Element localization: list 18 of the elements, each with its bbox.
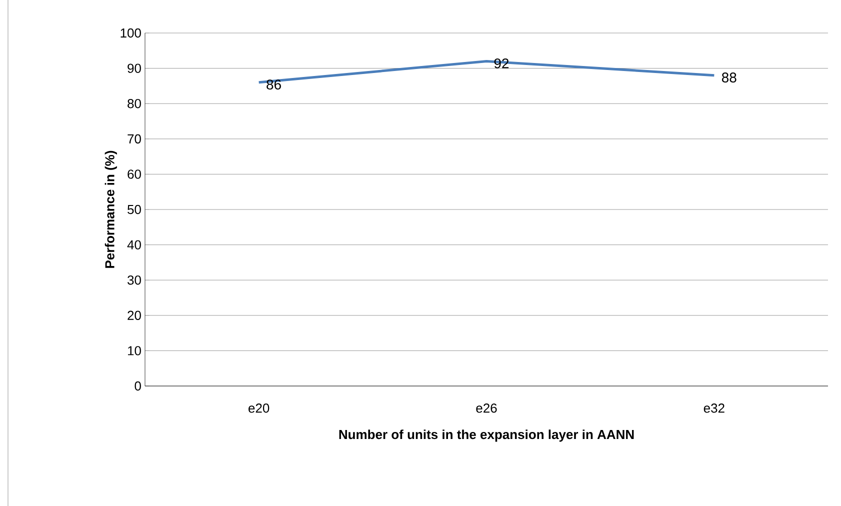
y-tick-label: 50 — [128, 204, 141, 214]
data-label: 86 — [266, 80, 281, 90]
y-tick-label: 10 — [128, 346, 141, 356]
y-tick-label: 20 — [128, 310, 141, 320]
y-tick-label: 90 — [128, 64, 141, 73]
y-axis-title: Performance in (%) — [104, 150, 117, 268]
x-tick-label: e26 — [476, 404, 497, 413]
x-axis-title: Number of units in the expansion layer in AANN — [339, 430, 634, 442]
y-tick-label: 80 — [128, 98, 141, 108]
data-label: 88 — [722, 72, 736, 82]
x-tick-label: e32 — [704, 404, 724, 413]
y-tick-label: 60 — [128, 170, 141, 179]
y-tick-label: 0 — [134, 381, 141, 391]
y-tick-label: 30 — [128, 275, 141, 285]
y-tick-label: 40 — [127, 240, 141, 250]
y-tick-label: 70 — [128, 134, 141, 144]
y-tick-label: 100 — [120, 28, 141, 38]
x-tick-label: e20 — [248, 404, 270, 413]
